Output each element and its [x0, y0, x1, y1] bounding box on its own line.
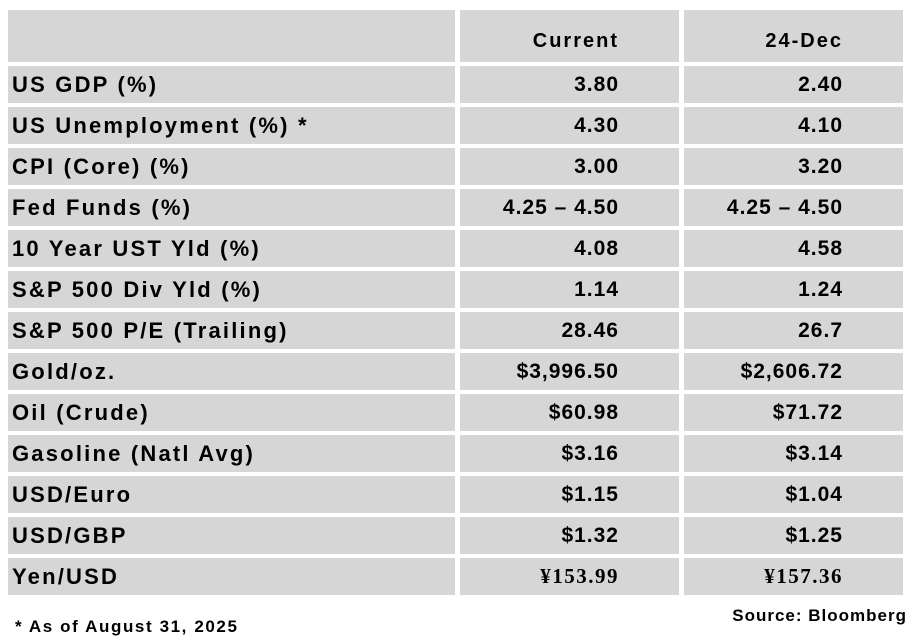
current-value: 4.25 – 4.50	[460, 189, 679, 226]
dec-value: ¥157.36	[684, 558, 903, 595]
column-header-current: Current	[460, 10, 679, 62]
row-label: Oil (Crude)	[8, 394, 455, 431]
row-label: CPI (Core) (%)	[8, 148, 455, 185]
dec-value: $1.04	[684, 476, 903, 513]
source-note: Source: Bloomberg	[732, 606, 907, 625]
current-value: $3.16	[460, 435, 679, 472]
row-label: Gasoline (Natl Avg)	[8, 435, 455, 472]
current-value: 3.00	[460, 148, 679, 185]
current-value: 3.80	[460, 66, 679, 103]
current-value: ¥153.99	[460, 558, 679, 595]
row-label: Fed Funds (%)	[8, 189, 455, 226]
row-label: USD/GBP	[8, 517, 455, 554]
dec-value: 3.20	[684, 148, 903, 185]
macro-data-table: Current 24-Dec US GDP (%) 3.80 2.40 US U…	[8, 10, 903, 595]
current-value: $1.15	[460, 476, 679, 513]
row-label: Gold/oz.	[8, 353, 455, 390]
dec-value: 4.58	[684, 230, 903, 267]
row-label: USD/Euro	[8, 476, 455, 513]
current-value: 4.30	[460, 107, 679, 144]
dec-value: 2.40	[684, 66, 903, 103]
dec-value: 26.7	[684, 312, 903, 349]
footnote: * As of August 31, 2025	[15, 617, 239, 636]
column-header-24dec: 24-Dec	[684, 10, 903, 62]
row-label: US GDP (%)	[8, 66, 455, 103]
dec-value: $71.72	[684, 394, 903, 431]
row-label: Yen/USD	[8, 558, 455, 595]
current-value: $60.98	[460, 394, 679, 431]
dec-value: 4.25 – 4.50	[684, 189, 903, 226]
dec-value: 1.24	[684, 271, 903, 308]
dec-value: $1.25	[684, 517, 903, 554]
dec-value: 4.10	[684, 107, 903, 144]
header-blank-cell	[8, 10, 455, 62]
current-value: 28.46	[460, 312, 679, 349]
dec-value: $2,606.72	[684, 353, 903, 390]
row-label: 10 Year UST Yld (%)	[8, 230, 455, 267]
dec-value: $3.14	[684, 435, 903, 472]
row-label: S&P 500 P/E (Trailing)	[8, 312, 455, 349]
row-label: US Unemployment (%) *	[8, 107, 455, 144]
current-value: $1.32	[460, 517, 679, 554]
current-value: 4.08	[460, 230, 679, 267]
current-value: $3,996.50	[460, 353, 679, 390]
row-label: S&P 500 Div Yld (%)	[8, 271, 455, 308]
current-value: 1.14	[460, 271, 679, 308]
